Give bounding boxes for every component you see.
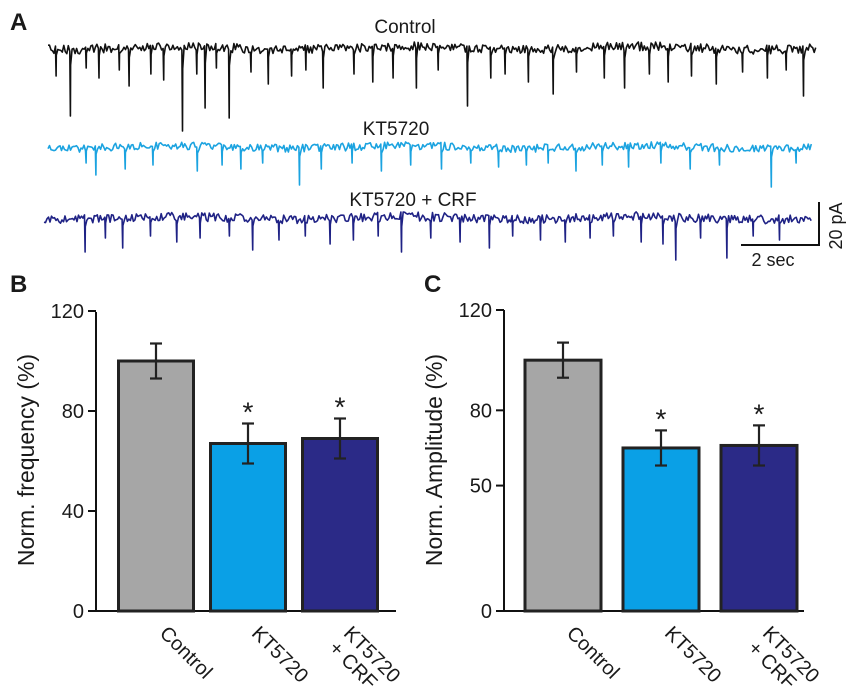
significance-star-kt5720: * <box>243 397 254 428</box>
panel-b-letter: B <box>10 271 27 298</box>
panel-b-y-tick-label: 40 <box>62 501 84 523</box>
x-label-kt5720-crf: KT5720+ CRF <box>324 622 404 698</box>
trace-kt5720 <box>47 141 813 188</box>
bar-kt5720-crf <box>301 437 379 613</box>
scale-bar-current-label: 20 pA <box>826 202 846 249</box>
scale-bar-time-label: 2 sec <box>751 250 794 270</box>
panel-b-plot: 0 40 80 120 Control * KT5720 * KT5720+ CRF <box>51 301 405 698</box>
panel-b-y-tick-label: 0 <box>73 601 84 623</box>
panel-a: A Control KT5720 KT5720 + CRF 20 pA 2 se… <box>10 9 846 270</box>
bar-kt5720 <box>621 446 701 613</box>
panel-c: C Norm. Amplitude (%) 0 50 80 120 Control * KT… <box>421 271 824 698</box>
panel-b-y-axis-label: Norm. frequency (%) <box>13 354 39 566</box>
scale-bar: 20 pA 2 sec <box>741 202 846 270</box>
bar-kt5720-crf <box>719 443 799 613</box>
x-label-control: Control <box>155 622 216 683</box>
panel-a-letter: A <box>10 9 27 36</box>
bar-kt5720 <box>209 442 287 613</box>
panel-c-y-tick-label: 80 <box>470 400 492 422</box>
bar-control <box>523 358 603 613</box>
panel-b: B Norm. frequency (%) 0 40 80 120 Control * KT… <box>10 271 405 698</box>
panel-c-y-tick-label: 0 <box>481 601 492 623</box>
bar-control <box>117 359 195 613</box>
trace-control <box>48 41 817 132</box>
panel-b-y-tick-label: 80 <box>62 401 84 423</box>
panel-b-y-tick-label: 120 <box>51 301 84 323</box>
x-label-kt5720: KT5720 <box>660 622 725 687</box>
panel-c-y-axis-label: Norm. Amplitude (%) <box>421 354 447 566</box>
panel-c-letter: C <box>424 271 441 298</box>
x-label-kt5720: KT5720 <box>247 622 312 687</box>
panel-c-y-tick-label: 50 <box>470 476 492 498</box>
significance-star-kt5720: * <box>656 403 667 434</box>
x-label-control: Control <box>562 622 623 683</box>
trace-kt5720-crf <box>43 211 812 261</box>
trace-label-kt5720-crf: KT5720 + CRF <box>349 190 476 211</box>
significance-star-kt5720-crf: * <box>754 398 765 429</box>
panel-c-y-tick-label: 120 <box>459 300 492 322</box>
significance-star-kt5720-crf: * <box>335 392 346 423</box>
x-label-kt5720-crf: KT5720+ CRF <box>743 622 823 698</box>
trace-label-control: Control <box>374 17 435 38</box>
trace-label-kt5720: KT5720 <box>363 119 430 140</box>
panel-c-plot: 0 50 80 120 Control * KT5720 * KT5720+ CRF <box>459 300 824 698</box>
